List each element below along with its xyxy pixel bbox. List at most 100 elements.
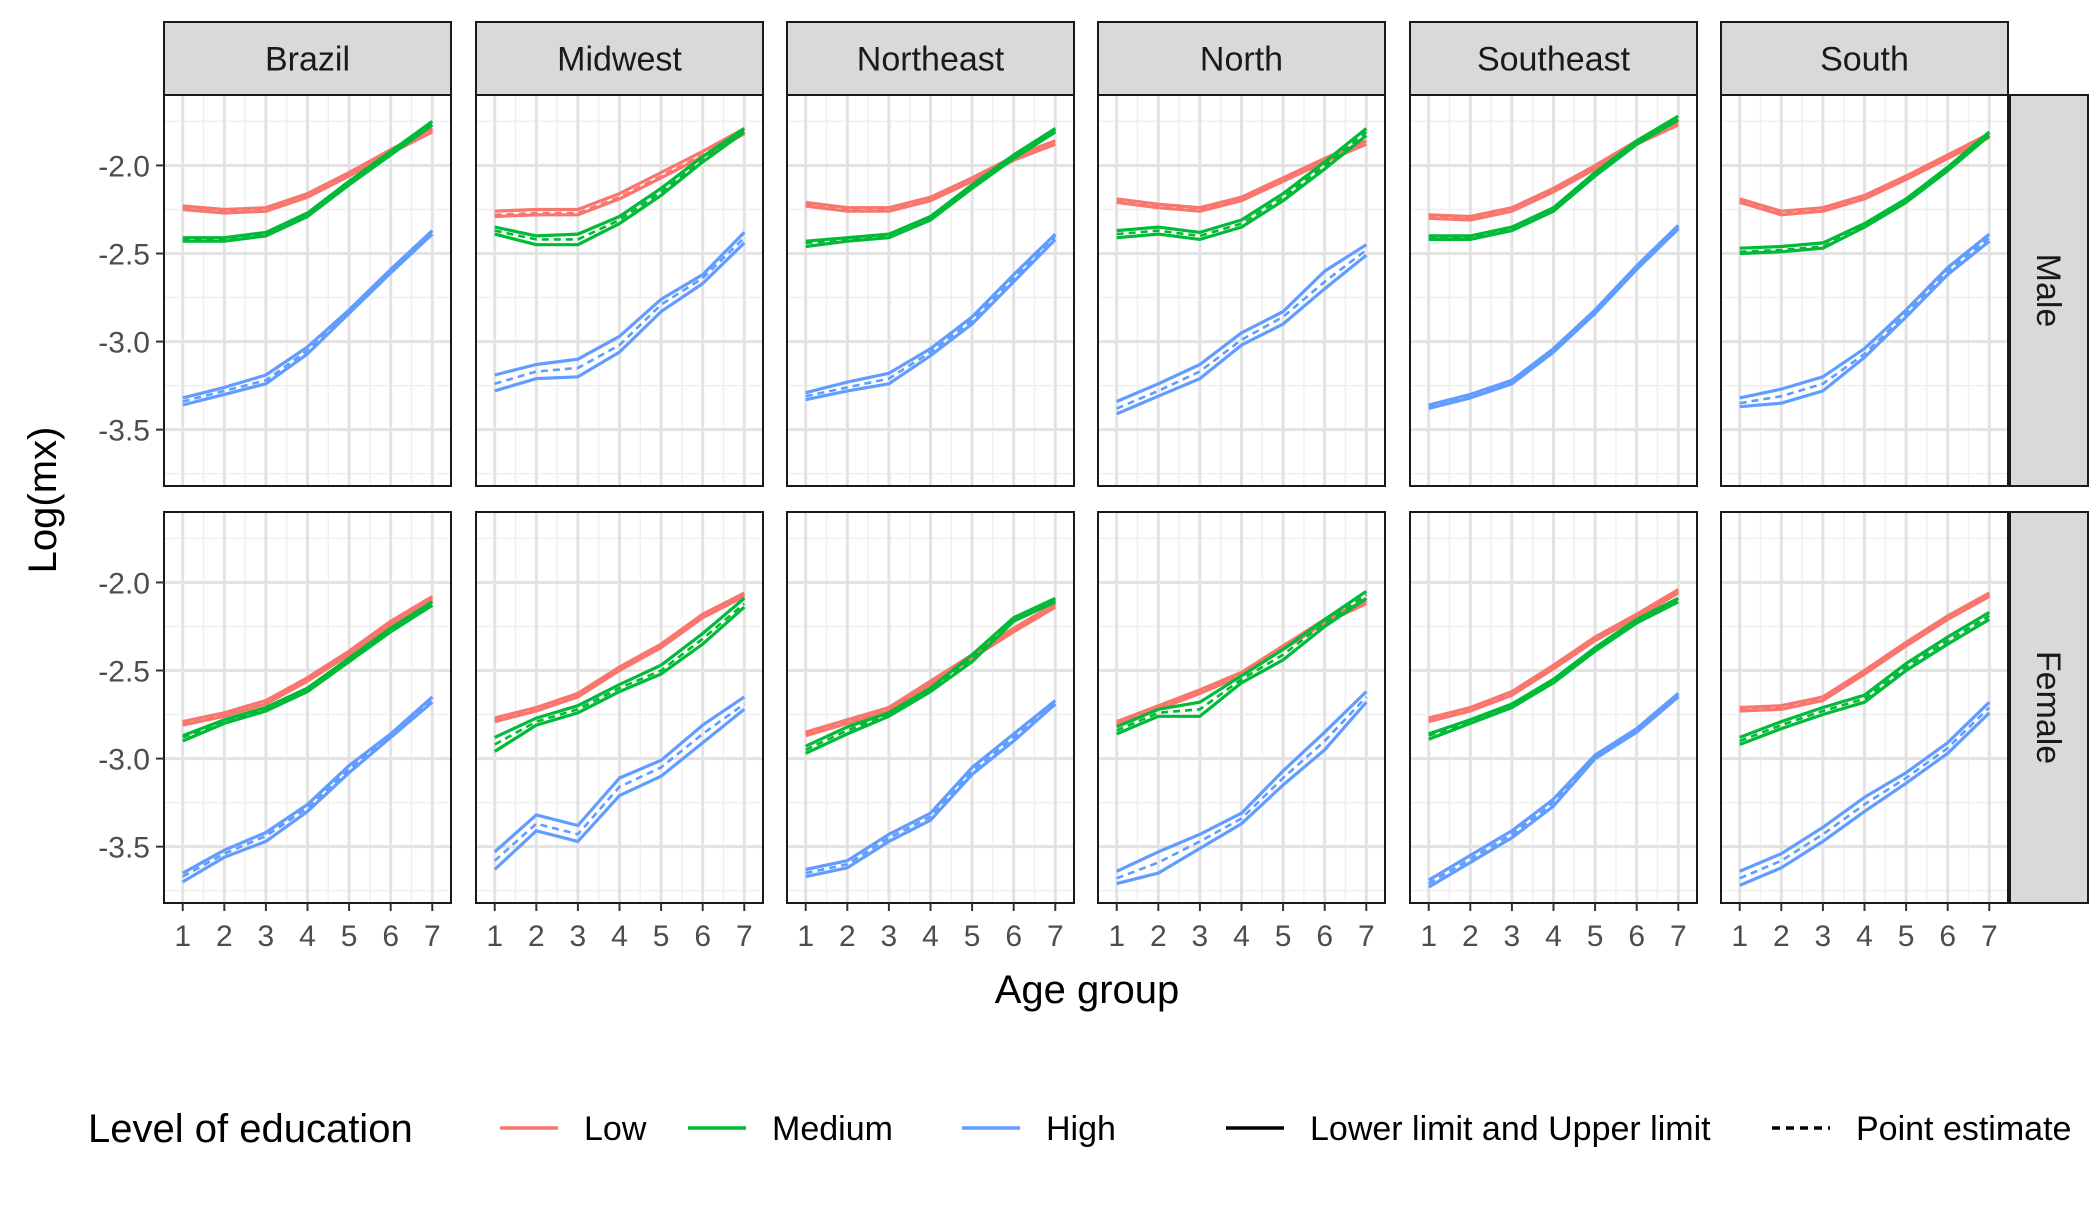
series-line-low-upper — [494, 127, 746, 213]
series-line-medium-upper — [805, 596, 1056, 748]
panel-male-north — [1097, 94, 1386, 487]
facet-strip-northeast — [786, 21, 1075, 96]
series-line-medium-upper — [182, 120, 434, 240]
x-tick-label: 5 — [1275, 920, 1292, 953]
y-tick-label: -3.0 — [98, 327, 150, 360]
series-line-medium-lower — [805, 130, 1057, 249]
y-tick-label: -2.0 — [98, 567, 150, 600]
series-line-high-upper — [1116, 690, 1368, 873]
legend-label-limits: Lower limit and Upper limit — [1310, 1110, 1711, 1148]
x-tick-label: 1 — [1731, 920, 1748, 953]
series-line-high-upper — [1116, 243, 1368, 403]
panel-female-brazil — [163, 511, 452, 904]
series-line-high-lower — [1739, 711, 1991, 887]
x-tick-label: 6 — [1939, 920, 1956, 953]
series-line-high-lower — [1427, 695, 1680, 889]
x-tick-label: 6 — [382, 920, 399, 953]
series-line-medium-lower — [1428, 600, 1680, 741]
series-line-high-lower — [493, 708, 746, 871]
legend-label-medium: Medium — [772, 1110, 893, 1148]
series-line-high-point — [805, 701, 1057, 875]
series-line-high-point — [1428, 694, 1680, 885]
x-tick-label: 3 — [1815, 920, 1832, 953]
series-line-high-point — [1116, 248, 1368, 410]
series-line-medium-point — [494, 602, 746, 746]
x-tick-label: 3 — [1504, 920, 1521, 953]
series-line-medium-lower — [494, 130, 746, 247]
series-line-medium-lower — [1739, 134, 1991, 256]
facet-strip-male — [2009, 94, 2089, 487]
series-line-high-upper — [493, 695, 746, 854]
x-tick-label: 7 — [1358, 920, 1375, 953]
series-line-medium-upper — [1428, 596, 1680, 736]
x-axis-title: Age group — [995, 968, 1180, 1012]
x-tick-label: 5 — [1587, 920, 1604, 953]
series-line-medium-point — [1739, 614, 1990, 743]
series-line-medium-upper — [1428, 114, 1680, 238]
series-line-high-lower — [1116, 701, 1368, 886]
series-line-medium-point — [1739, 132, 1991, 254]
y-tick-label: -3.0 — [98, 744, 150, 777]
series-line-low-lower — [805, 605, 1057, 738]
series-line-medium-lower — [182, 603, 434, 743]
panel-male-brazil — [163, 94, 452, 487]
panel-border — [163, 94, 452, 487]
series-line-high-point — [1428, 226, 1680, 408]
y-tick-label: -2.5 — [98, 656, 150, 689]
series-line-medium-point — [1116, 130, 1368, 238]
series-line-medium-lower — [1739, 618, 1991, 746]
x-tick-label: 2 — [1773, 920, 1790, 953]
series-line-low-upper — [1428, 588, 1680, 720]
series-line-medium-lower — [1116, 134, 1368, 241]
series-line-medium-point — [805, 129, 1056, 245]
x-tick-label: 2 — [528, 920, 545, 953]
x-tick-label: 1 — [797, 920, 814, 953]
panel-border — [786, 94, 1075, 487]
x-tick-label: 3 — [258, 920, 275, 953]
series-line-low-point — [1739, 593, 1990, 711]
x-tick-label: 5 — [1898, 920, 1915, 953]
series-line-medium-lower — [1428, 118, 1680, 241]
panel-female-northeast — [786, 511, 1075, 904]
x-tick-label: 1 — [1420, 920, 1437, 953]
series-line-high-point — [805, 234, 1057, 398]
x-tick-label: 1 — [1108, 920, 1125, 953]
legend-label-low: Low — [584, 1110, 647, 1148]
x-tick-label: 3 — [570, 920, 587, 953]
series-line-high-point — [1116, 696, 1368, 880]
series-line-high-lower — [1116, 254, 1368, 416]
x-tick-label: 7 — [1047, 920, 1064, 953]
facet-strip-label: South — [1820, 41, 1909, 79]
series-line-medium-upper — [1116, 127, 1368, 234]
x-tick-label: 4 — [1856, 920, 1873, 953]
series-line-medium-upper — [805, 127, 1057, 243]
panel-female-north — [1097, 511, 1386, 904]
series-line-high-upper — [494, 231, 746, 377]
series-line-high-upper — [805, 232, 1057, 395]
facet-strip-label: Male — [2029, 254, 2067, 328]
series-line-medium-upper — [494, 597, 746, 739]
series-line-high-upper — [805, 699, 1057, 872]
series-line-medium-point — [1428, 116, 1679, 239]
x-tick-label: 2 — [1150, 920, 1167, 953]
series-line-high-upper — [1739, 701, 1991, 873]
series-line-medium-lower — [1116, 596, 1368, 736]
facet-strip-brazil — [163, 21, 452, 96]
x-tick-label: 3 — [1192, 920, 1209, 953]
series-line-low-upper — [1116, 139, 1367, 210]
series-line-high-upper — [181, 695, 434, 875]
x-tick-label: 7 — [424, 920, 441, 953]
series-line-high-point — [182, 231, 434, 403]
series-line-high-upper — [1739, 232, 1991, 400]
panel-border — [1409, 94, 1698, 487]
x-tick-label: 7 — [1670, 920, 1687, 953]
panel-female-midwest — [475, 511, 764, 904]
panel-male-northeast — [786, 94, 1075, 487]
series-line-low-point — [1739, 134, 1990, 215]
x-tick-label: 7 — [736, 920, 753, 953]
series-line-low-upper — [1739, 132, 1991, 213]
y-tick-label: -3.5 — [98, 832, 150, 865]
x-tick-label: 5 — [653, 920, 670, 953]
x-tick-label: 5 — [964, 920, 981, 953]
